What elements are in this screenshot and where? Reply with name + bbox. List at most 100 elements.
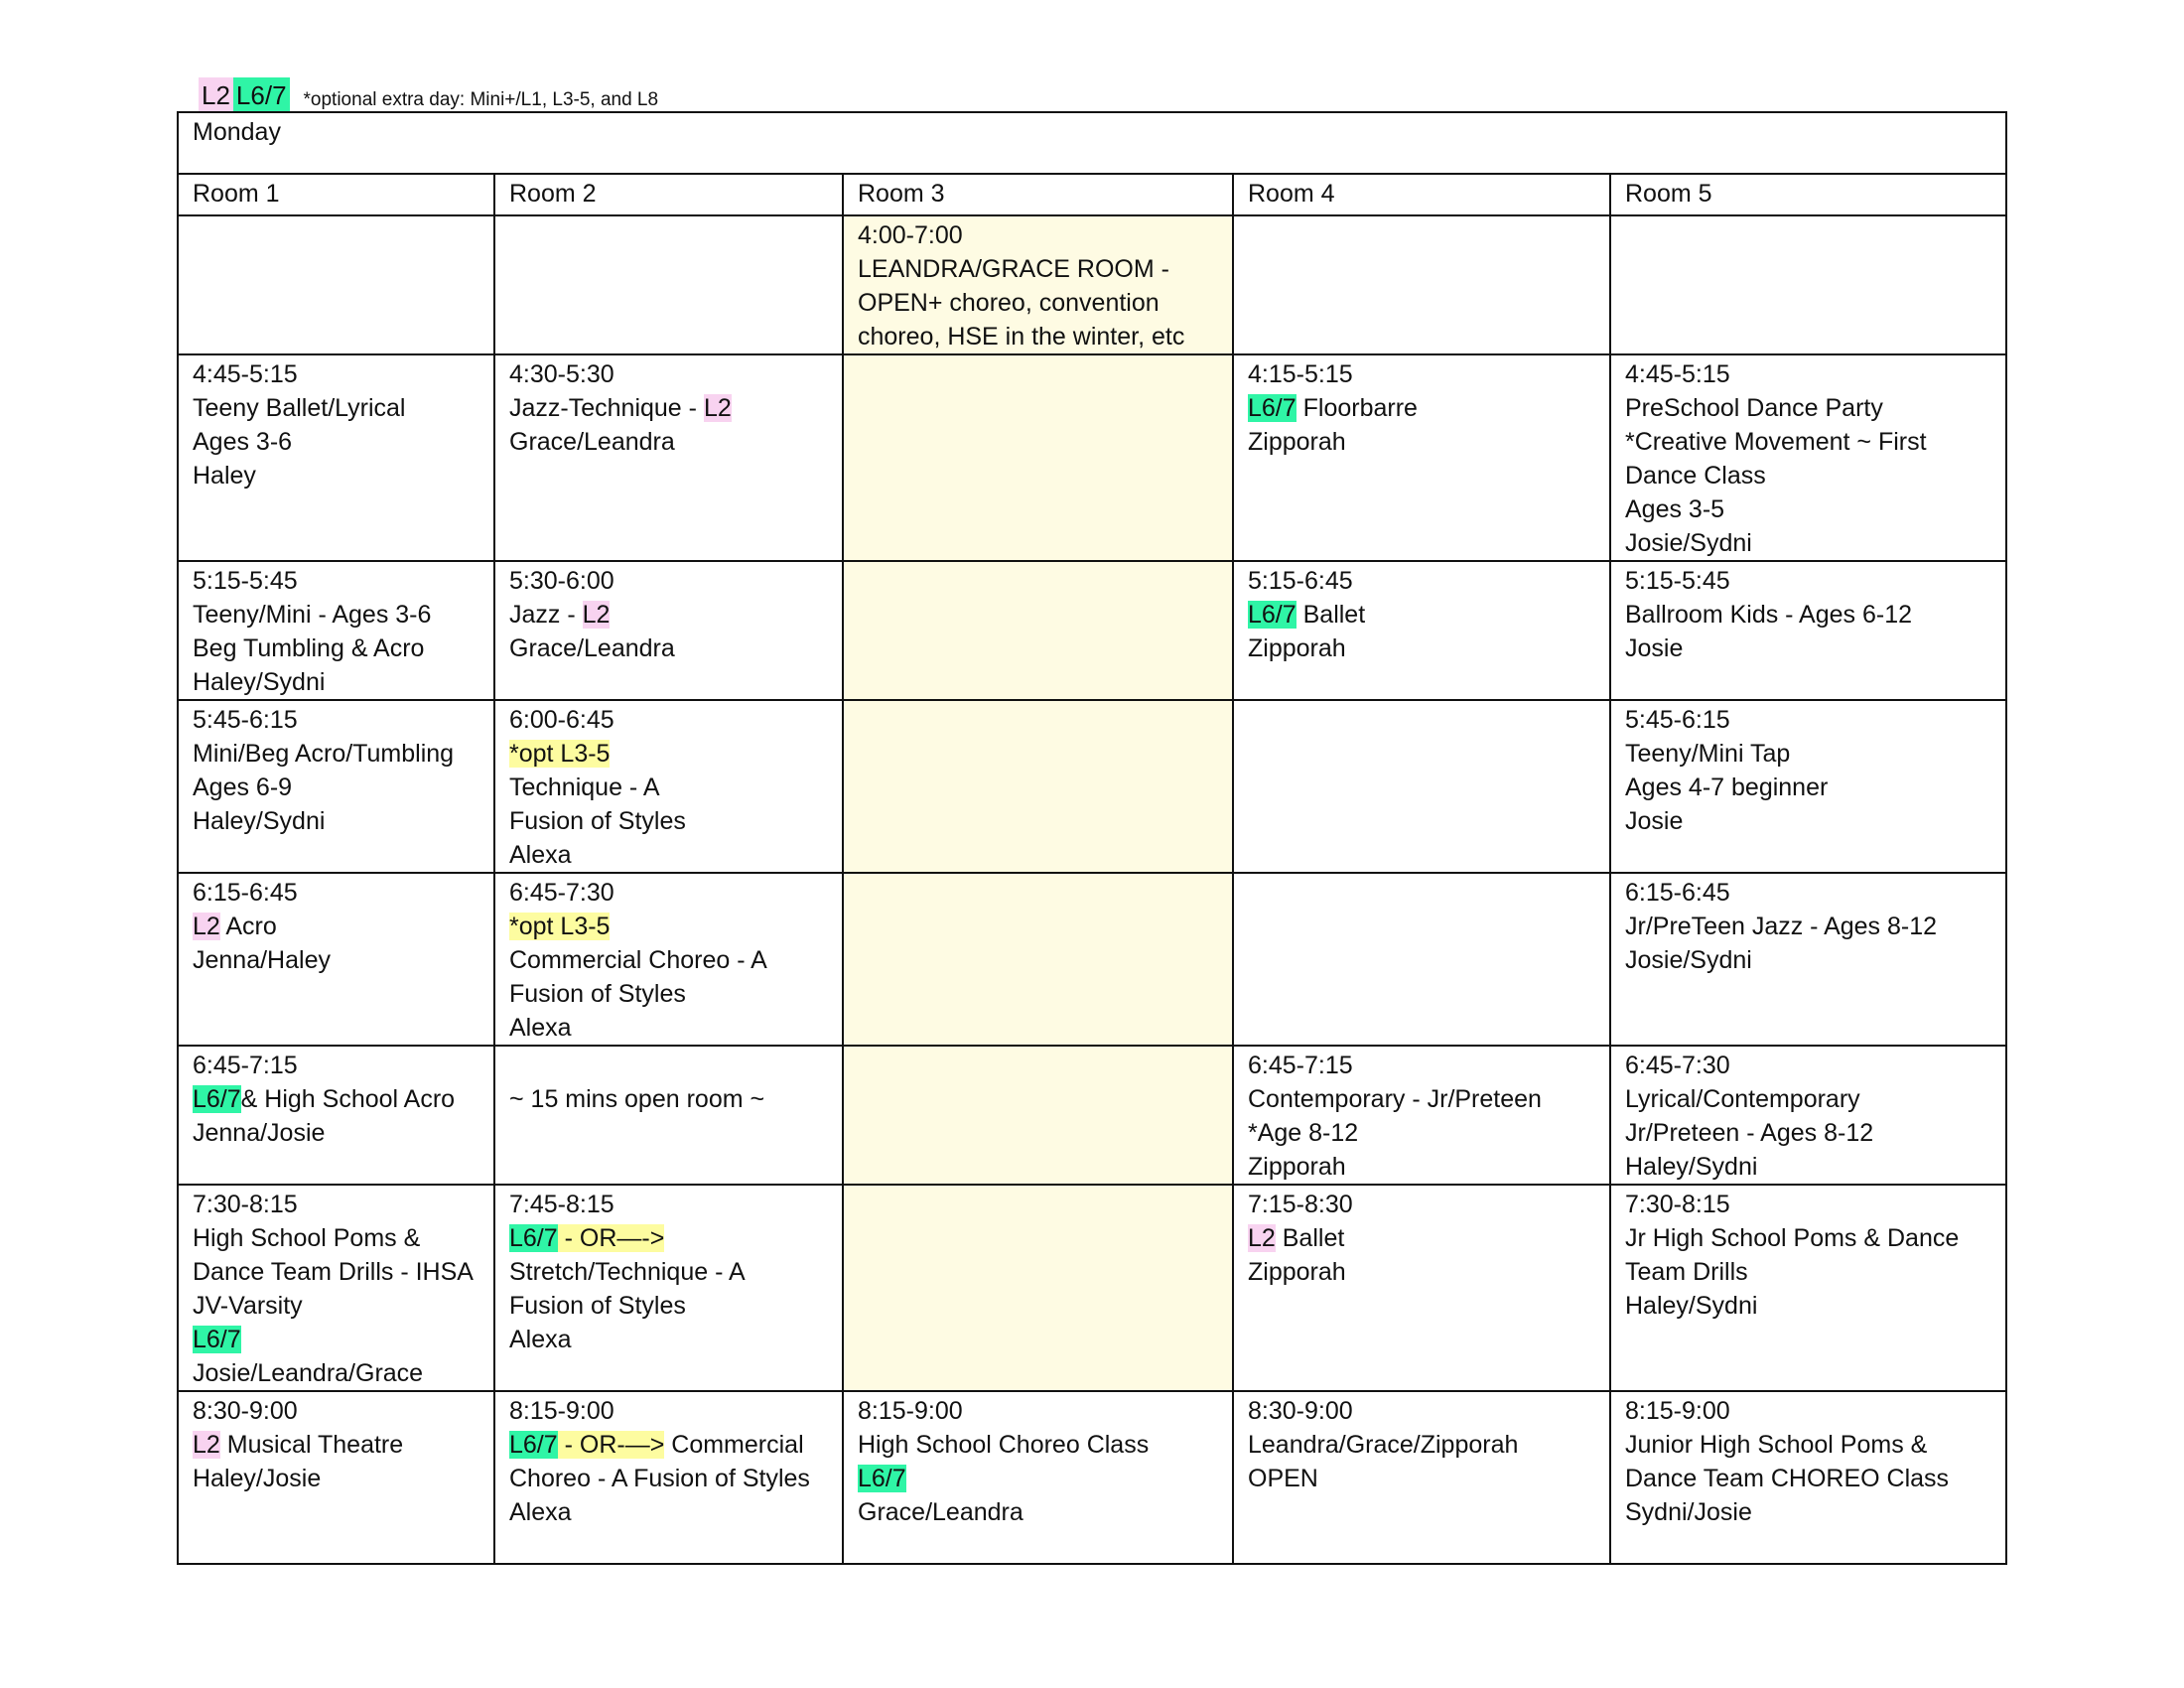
cell-empty [842,560,1234,701]
class-title-line: L6/7& High School Acro [193,1082,479,1116]
class-cell: 6:45-7:30 *opt L3-5 Commercial Choreo - … [493,872,844,1047]
class-title: *Creative Movement ~ First [1625,428,1927,456]
class-title-line: L2 Musical Theatre [193,1428,479,1462]
class-cell: 6:45-7:30 Lyrical/Contemporary Jr/Pretee… [1608,1045,2008,1186]
table-row: 4:00-7:00 LEANDRA/GRACE ROOM - OPEN+ cho… [177,214,2008,355]
class-title-line: L2 Acro [193,910,479,943]
class-title: Acro [219,913,277,940]
class-title: Teeny/Mini - Ages 3-6 [193,601,432,629]
class-title: Stretch/Technique - A [509,1258,746,1286]
class-title: Mini/Beg Acro/Tumbling [193,740,455,768]
class-instructor: Sydni/Josie [1625,1498,1752,1526]
class-time: 5:15-5:45 [1625,567,1730,595]
table-row: 4:45-5:15 Teeny Ballet/Lyrical Ages 3-6 … [177,353,2008,562]
class-title: Contemporary - Jr/Preteen [1248,1085,1542,1113]
class-instructor: Haley/Sydni [1625,1292,1758,1320]
class-ages: Ages 6-9 [193,774,293,801]
class-time: 4:30-5:30 [509,360,614,388]
class-instructor: Zipporah [1248,1153,1346,1181]
class-instructor: Haley/Sydni [193,807,326,835]
room-header-row: Room 1 Room 2 Room 3 Room 4 Room 5 [177,173,2008,216]
class-time: 7:30-8:15 [1625,1191,1730,1218]
table-row: 8:30-9:00 L2 Musical Theatre Haley/Josie… [177,1390,2008,1565]
cell-empty [1232,214,1611,355]
class-title: Jazz - [509,601,583,629]
level-tag-l67: L6/7 [509,1224,558,1252]
level-tag-l2: L2 [193,1431,220,1459]
class-title-line: L6/7 [193,1323,479,1356]
table-row: 5:45-6:15 Mini/Beg Acro/Tumbling Ages 6-… [177,699,2008,874]
class-time: 6:15-6:45 [1625,879,1730,907]
class-instructor: Jenna/Josie [193,1119,326,1147]
class-cell: 5:15-5:45 Teeny/Mini - Ages 3-6 Beg Tumb… [177,560,495,701]
class-cell: 5:45-6:15 Teeny/Mini Tap Ages 4-7 beginn… [1608,699,2008,874]
class-instructor: Haley [193,462,256,490]
legend-l67-tag: L6/7 [232,77,290,113]
class-title: Dance Team Drills - IHSA [193,1258,474,1286]
class-time: 7:45-8:15 [509,1191,614,1218]
level-tag-l2: L2 [582,601,611,629]
table-row: 6:45-7:15 L6/7& High School Acro Jenna/J… [177,1045,2008,1186]
class-time: 8:15-9:00 [858,1397,963,1425]
class-title: Teeny Ballet/Lyrical [193,394,406,422]
class-title-line: L6/7 [858,1462,1218,1495]
table-row: 6:15-6:45 L2 Acro Jenna/Haley 6:45-7:30 … [177,872,2008,1047]
class-time: 7:30-8:15 [193,1191,298,1218]
class-instructor: Haley/Sydni [193,668,326,696]
open-room-note: ~ 15 mins open room ~ [509,1085,765,1113]
class-instructor: Alexa [509,1014,572,1042]
class-title: Ballet [1296,601,1366,629]
class-ages: Ages 3-5 [1625,495,1725,523]
class-instructor: Grace/Leandra [509,634,675,662]
class-title: Teeny/Mini Tap [1625,740,1791,768]
class-time: 7:15-8:30 [1248,1191,1353,1218]
class-time: 8:30-9:00 [193,1397,298,1425]
level-tag-l2: L2 [703,394,732,422]
room-header-5: Room 5 [1608,173,2008,216]
class-title-line: *opt L3-5 [509,737,828,771]
class-time: 5:30-6:00 [509,567,614,595]
class-instructor: Grace/Leandra [509,428,675,456]
class-title: Fusion of Styles [509,1292,686,1320]
legend-l2-tag: L2 [199,77,233,113]
class-instructor: Jenna/Haley [193,946,331,974]
class-title: Ballet [1275,1224,1345,1252]
class-title: choreo, HSE in the winter, etc [858,323,1185,351]
class-title: Junior High School Poms & [1625,1431,1928,1459]
class-cell: 4:30-5:30 Jazz-Technique - L2 Grace/Lean… [493,353,844,562]
class-title: Commercial [664,1431,804,1459]
level-tag-l67: L6/7 [193,1085,241,1113]
class-time: 8:15-9:00 [1625,1397,1730,1425]
class-title: JV-Varsity [193,1292,303,1320]
cell-empty [842,1045,1234,1186]
class-title: Technique - A [509,774,660,801]
legend: L2 L6/7 *optional extra day: Mini+/L1, L3… [199,77,658,113]
class-time: 6:45-7:15 [1248,1052,1353,1079]
cell-empty [842,1184,1234,1392]
room-header-4: Room 4 [1232,173,1611,216]
class-time: 5:45-6:15 [1625,706,1730,734]
class-instructor: Josie/Leandra/Grace [193,1359,424,1387]
class-title-line: L6/7 - OR-—> Commercial [509,1428,828,1462]
class-title: OPEN [1248,1465,1318,1492]
level-tag-l67: L6/7 [1248,601,1297,629]
class-instructor: Haley/Josie [193,1465,322,1492]
class-title: Jr/PreTeen Jazz - Ages 8-12 [1625,913,1938,940]
class-cell: 6:15-6:45 Jr/PreTeen Jazz - Ages 8-12 Jo… [1608,872,2008,1047]
class-cell: 8:15-9:00 L6/7 - OR-—> Commercial Choreo… [493,1390,844,1565]
class-title-line: L2 Ballet [1248,1221,1595,1255]
table-row: 5:15-5:45 Teeny/Mini - Ages 3-6 Beg Tumb… [177,560,2008,701]
class-ages: Ages 3-6 [193,428,293,456]
class-title: Floorbarre [1296,394,1418,422]
class-time: 4:45-5:15 [193,360,298,388]
class-time: 6:45-7:30 [509,879,614,907]
class-time: 4:15-5:15 [1248,360,1353,388]
cell-empty [1232,872,1611,1047]
class-title-line: L6/7 - OR—-> [509,1221,828,1255]
class-title: High School Poms & [193,1224,421,1252]
class-title: Beg Tumbling & Acro [193,634,425,662]
class-cell: 7:30-8:15 Jr High School Poms & Dance Te… [1608,1184,2008,1392]
cell-empty [842,699,1234,874]
class-instructor: Josie/Sydni [1625,529,1752,557]
class-title: Team Drills [1625,1258,1748,1286]
